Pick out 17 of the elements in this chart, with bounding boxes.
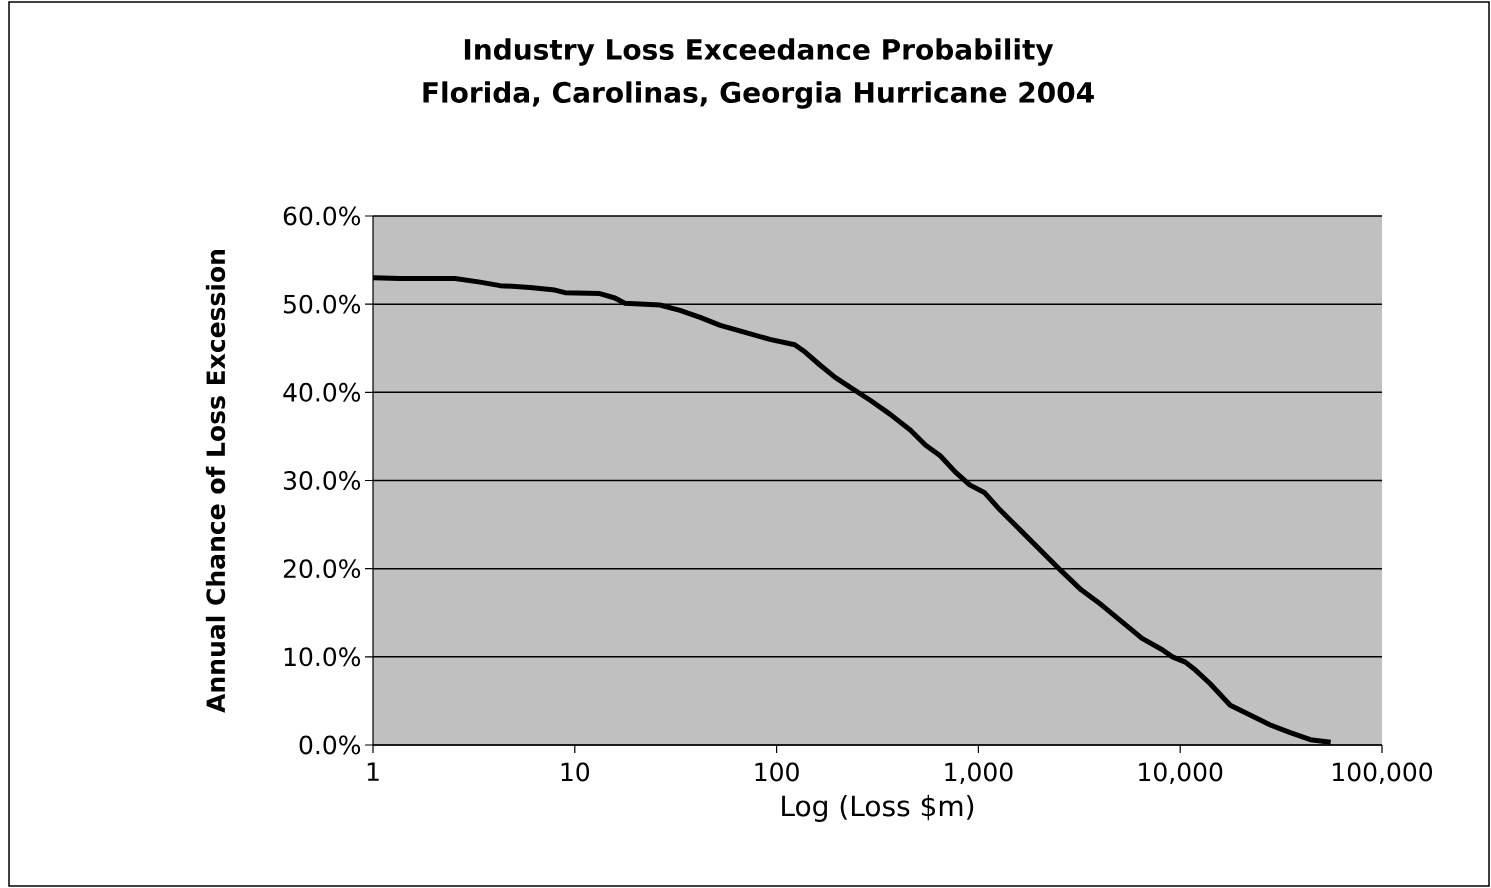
- y-tick-label: 20.0%: [283, 559, 361, 579]
- y-tick-label: 50.0%: [284, 294, 361, 314]
- y-tick-label: 40.0%: [283, 382, 361, 402]
- y-tick-label: 10.0%: [284, 647, 361, 667]
- chart-subtitle: Florida, Carolinas, Georgia Hurricane 2004: [423, 81, 1094, 109]
- y-tick-label: 60.0%: [283, 206, 361, 226]
- x-tick-label: 10: [561, 762, 590, 782]
- x-tick-label: 100,000: [1333, 762, 1432, 784]
- chart-title: Industry Loss Exceedance Probability: [464, 38, 1054, 66]
- x-tick-label: 1: [367, 762, 379, 781]
- y-axis-title: Annual Chance of Loss Excession: [205, 250, 226, 713]
- x-tick-label: 1,000: [945, 762, 1013, 784]
- x-tick-label: 10,000: [1139, 762, 1223, 784]
- x-axis-title: Log (Loss $m): [782, 794, 974, 822]
- y-tick-label: 30.0%: [283, 471, 361, 490]
- x-tick-label: 100: [755, 762, 799, 782]
- y-tick-label: 0.0%: [299, 735, 361, 755]
